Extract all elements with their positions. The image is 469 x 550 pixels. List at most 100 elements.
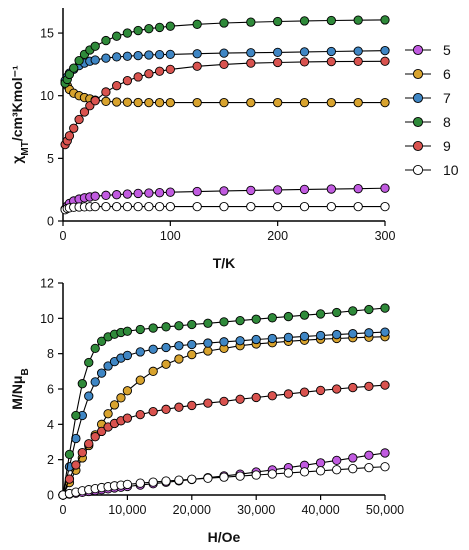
data-point [251, 334, 261, 345]
data-point [135, 478, 145, 488]
data-point [90, 377, 100, 387]
data-point [154, 201, 165, 212]
legend-marker [412, 92, 424, 104]
legend-label: 9 [443, 138, 451, 154]
data-point [353, 15, 363, 25]
data-point [299, 47, 310, 57]
data-point [109, 400, 120, 410]
data-point [122, 97, 133, 107]
data-point [192, 186, 202, 197]
data-point [353, 56, 363, 67]
data-point [77, 447, 87, 458]
data-point [71, 410, 81, 421]
data-point [267, 469, 277, 479]
data-point [192, 97, 202, 108]
data-point [84, 439, 94, 449]
data-point [283, 468, 294, 478]
data-point [235, 336, 245, 346]
y-tick-label: 15 [40, 27, 54, 41]
data-point [74, 55, 84, 66]
data-point [273, 97, 283, 108]
data-point [148, 406, 158, 417]
data-point [64, 131, 75, 141]
data-point [135, 375, 145, 385]
legend-item-10: 10 [405, 162, 459, 178]
data-point [90, 96, 100, 106]
x-tick-label: 300 [375, 229, 396, 243]
x-tick-label: 10,000 [108, 503, 146, 517]
data-point [84, 391, 94, 401]
legend-marker [412, 68, 424, 80]
data-point [219, 97, 229, 108]
data-point [380, 97, 390, 108]
x-tick-label: 50,000 [366, 503, 404, 517]
data-point [353, 46, 363, 56]
legend-marker [412, 140, 424, 152]
y-axis-title: M/NμB [9, 368, 31, 409]
data-point [219, 48, 229, 58]
x-tick-label: 0 [60, 503, 67, 517]
legend-item-9: 9 [405, 138, 451, 154]
legend-marker [412, 164, 424, 176]
data-point [380, 327, 390, 337]
data-point [148, 344, 158, 354]
data-point [165, 49, 175, 60]
data-point [96, 336, 107, 346]
data-point [348, 306, 358, 316]
data-point [101, 35, 111, 46]
data-point [299, 387, 310, 397]
data-point [246, 58, 256, 68]
data-point [203, 473, 213, 483]
data-point [101, 201, 111, 212]
data-point [174, 354, 184, 364]
legend: 5 6 7 8 9 10 [405, 42, 459, 178]
y-tick-label: 2 [47, 453, 54, 467]
y-tick-label: 0 [47, 489, 54, 503]
data-point [96, 426, 107, 437]
data-point [299, 467, 310, 477]
y-tick-label: 0 [47, 215, 54, 229]
data-point [192, 49, 202, 59]
data-point [133, 188, 143, 199]
y-tick-label: 10 [40, 89, 54, 103]
x-tick-label: 200 [267, 229, 288, 243]
data-point [364, 304, 374, 315]
data-point [122, 201, 133, 212]
data-point [116, 393, 126, 403]
data-point [380, 201, 390, 212]
data-point [103, 409, 113, 419]
data-point [235, 471, 245, 481]
data-point [122, 51, 133, 61]
data-point [219, 186, 229, 196]
y-tick-label: 10 [40, 312, 54, 326]
data-point [101, 53, 111, 63]
data-point [122, 479, 133, 490]
y-tick-label: 5 [47, 152, 54, 166]
data-point [332, 307, 342, 318]
data-point [144, 188, 154, 198]
fit-line [62, 307, 386, 496]
data-point [348, 329, 358, 339]
data-point [154, 22, 165, 33]
data-point [251, 470, 261, 480]
fit-line [62, 384, 386, 496]
data-point [144, 69, 154, 79]
data-point [133, 97, 143, 108]
data-point [64, 69, 75, 80]
data-point [203, 318, 213, 328]
data-point [246, 48, 256, 58]
data-point [380, 183, 390, 193]
data-point [174, 402, 184, 412]
data-point [69, 123, 79, 133]
legend-marker [412, 116, 424, 128]
data-point [283, 389, 294, 399]
data-point [174, 341, 184, 351]
data-point [154, 66, 165, 76]
data-point [96, 368, 107, 378]
data-point [77, 379, 87, 389]
data-point [283, 311, 294, 322]
data-point [273, 185, 283, 195]
data-point [246, 17, 256, 27]
data-point [71, 460, 81, 470]
data-point [353, 97, 363, 108]
